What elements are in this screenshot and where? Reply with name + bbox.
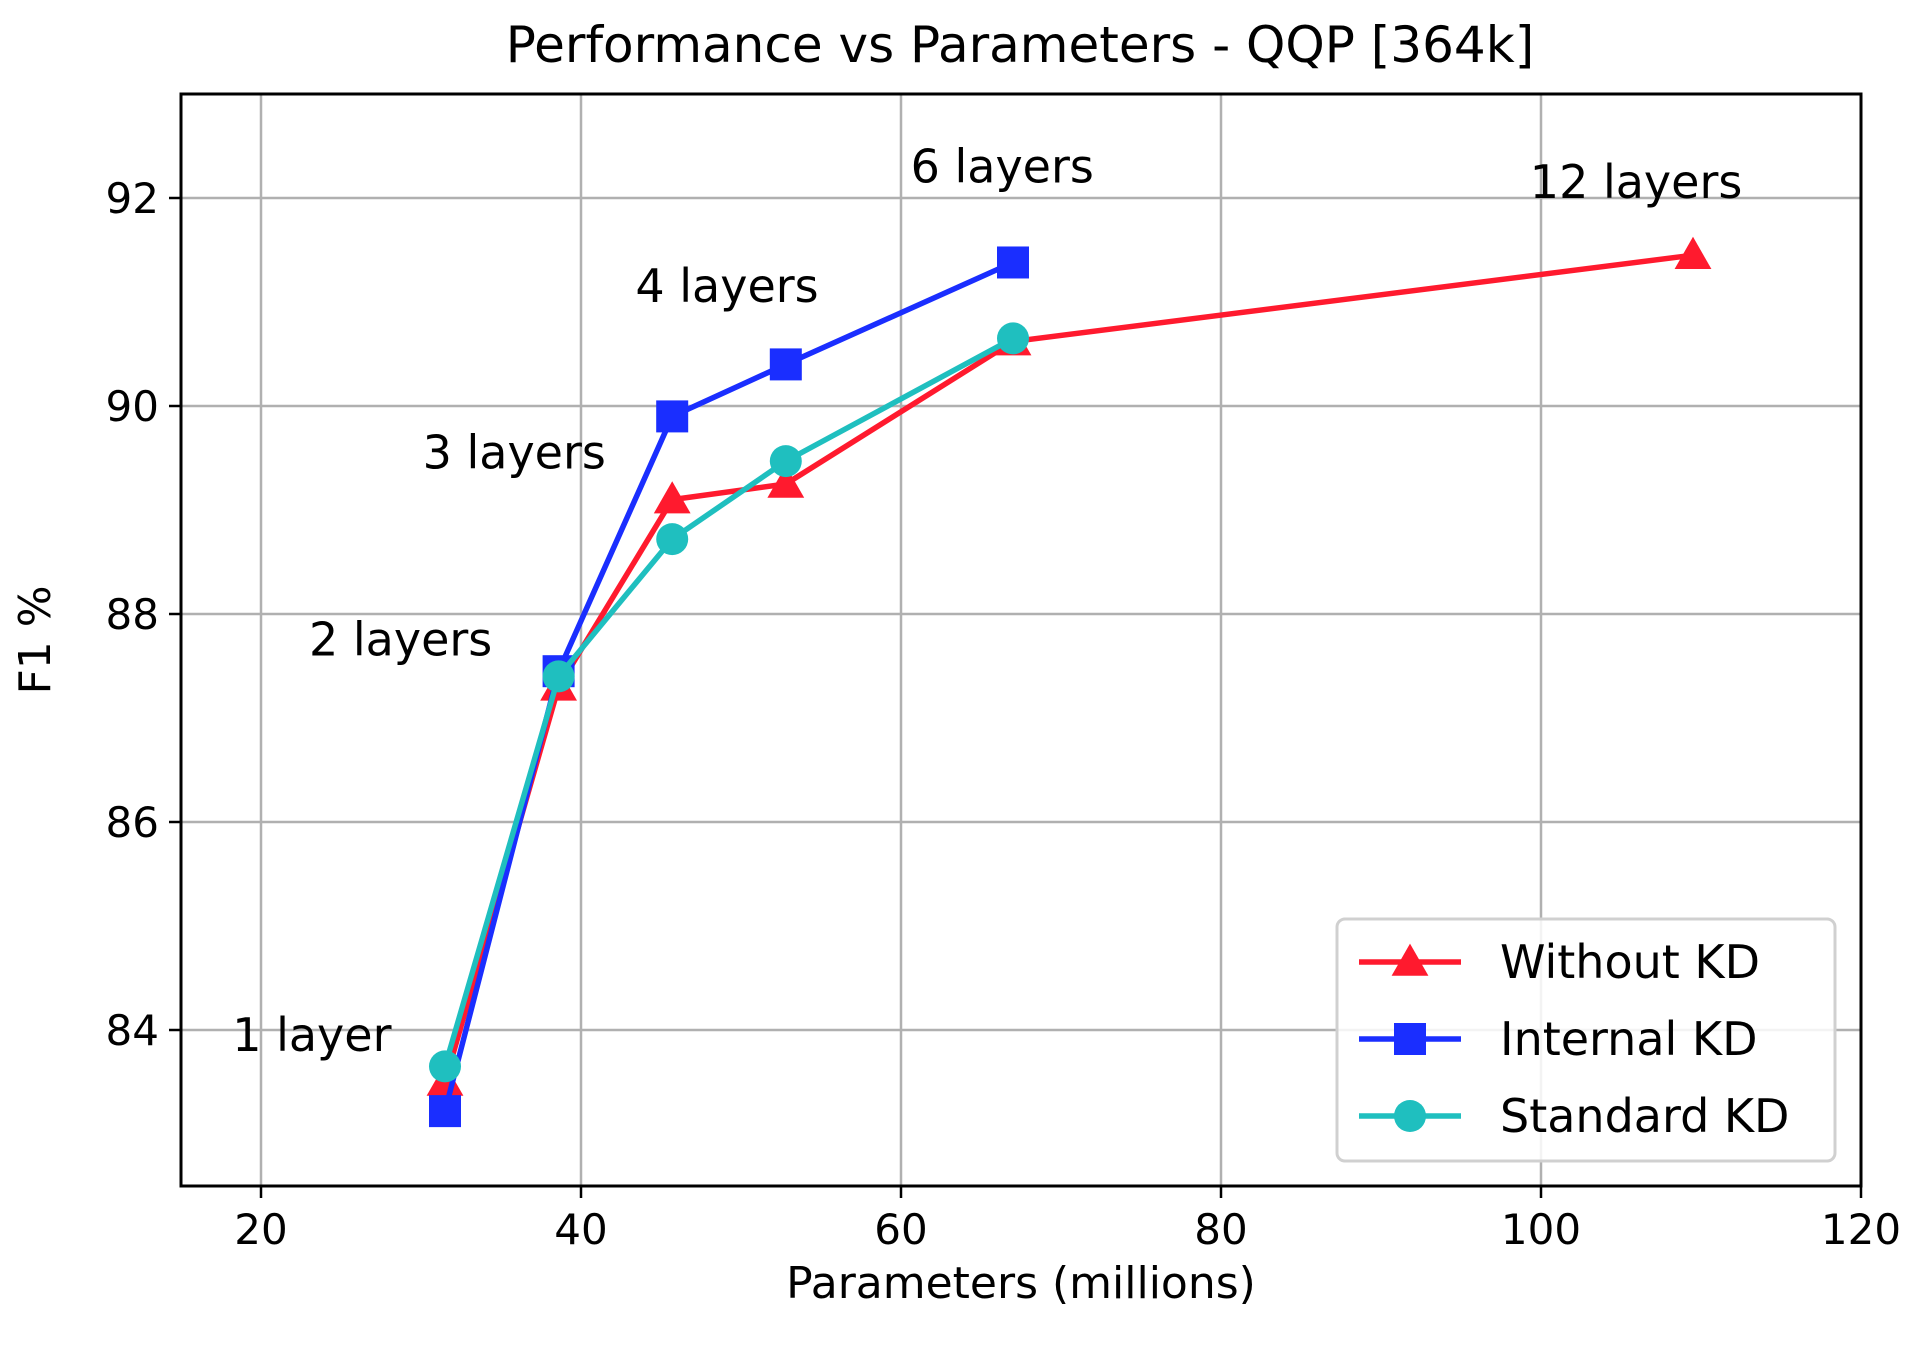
ticks: 20 40 60 80 100 120 84 86 88 90 92 — [106, 174, 1902, 1254]
y-tick-label: 88 — [106, 590, 159, 639]
x-tick-label: 100 — [1501, 1205, 1581, 1254]
y-tick-label: 84 — [106, 1006, 159, 1055]
data-point-without-kd — [1674, 236, 1712, 269]
series-layer — [426, 236, 1712, 1128]
y-tick-label: 86 — [106, 798, 159, 847]
data-point-internal-kd — [769, 348, 802, 381]
annotation-label: 3 layers — [423, 425, 606, 479]
annotation-label: 6 layers — [911, 139, 1094, 193]
data-point-internal-kd — [429, 1095, 461, 1128]
legend-label-without-kd: Without KD — [1500, 935, 1760, 989]
series-line-internal-kd — [442, 259, 1015, 1112]
x-tick-label: 80 — [1194, 1205, 1247, 1254]
y-tick-label: 90 — [106, 382, 159, 431]
data-point-standard-kd — [656, 523, 689, 556]
data-point-internal-kd — [997, 246, 1029, 279]
data-point-internal-kd — [656, 400, 689, 433]
y-axis-label: F1 % — [10, 585, 61, 694]
x-tick-label: 60 — [874, 1205, 927, 1254]
x-axis-label: Parameters (millions) — [786, 1258, 1256, 1309]
annotations: 1 layer 2 layers 3 layers 4 layers 6 layers 1… — [232, 139, 1742, 1061]
data-point-standard-kd — [769, 445, 802, 478]
series-standard-kd — [429, 322, 1029, 1083]
legend-marker-standard-kd — [1394, 1100, 1426, 1132]
x-tick-label: 20 — [234, 1205, 287, 1254]
x-tick-label: 40 — [554, 1205, 607, 1254]
legend: Without KD Internal KD Standard KD — [1335, 917, 1837, 1163]
y-tick-label: 92 — [106, 174, 159, 223]
x-tick-label: 120 — [1821, 1205, 1901, 1254]
chart-title: Performance vs Parameters - QQP [364k] — [506, 16, 1534, 74]
data-point-standard-kd — [997, 322, 1029, 355]
annotation-label: 1 layer — [232, 1008, 391, 1062]
data-point-standard-kd — [429, 1050, 461, 1083]
data-point-without-kd — [653, 481, 691, 514]
annotation-label: 2 layers — [309, 613, 492, 667]
legend-marker-internal-kd — [1394, 1023, 1426, 1055]
annotation-label: 12 layers — [1530, 155, 1743, 209]
plot-frame — [179, 92, 1863, 1188]
legend-label-standard-kd: Standard KD — [1500, 1089, 1789, 1143]
legend-marker-without-kd — [1391, 943, 1429, 976]
annotation-label: 4 layers — [635, 259, 818, 313]
data-point-standard-kd — [542, 660, 575, 693]
legend-label-internal-kd: Internal KD — [1500, 1012, 1758, 1066]
legend-box — [1335, 917, 1837, 1163]
data-point-without-kd — [767, 465, 805, 498]
